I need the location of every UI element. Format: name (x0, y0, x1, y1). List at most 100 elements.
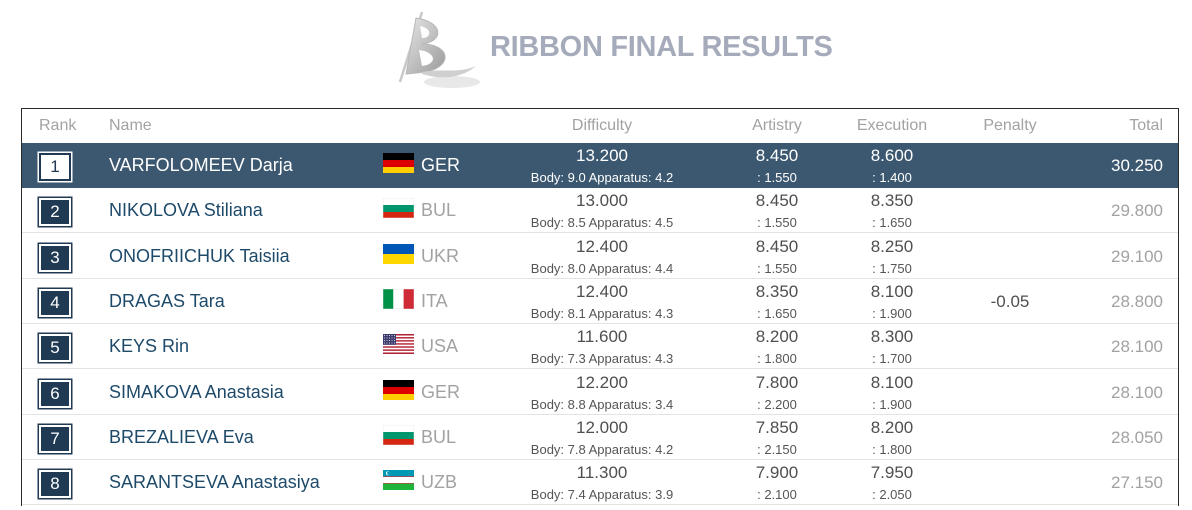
page-header: RIBBON FINAL RESULTS (0, 0, 1192, 100)
rank-badge: 2 (39, 198, 71, 227)
total-score: 28.100 (1111, 382, 1163, 402)
difficulty-score: 11.600 (576, 327, 628, 347)
total-score: 30.250 (1111, 156, 1163, 175)
uzbekistan-flag-icon (383, 470, 414, 491)
difficulty-detail: Body: 8.5 Apparatus: 4.5 (530, 215, 674, 231)
table-row[interactable]: 5 KEYS Rin USA 11.600 Body: 7.3 Apparatus: 4… (22, 324, 1178, 370)
artistry-score: 7.850 (755, 417, 799, 437)
artistry-detail: : 2.100 (757, 487, 797, 503)
difficulty-score: 12.400 (576, 281, 628, 301)
total-score: 28.100 (1111, 337, 1163, 357)
athlete-name[interactable]: DRAGAS Tara (109, 290, 225, 311)
column-header-artistry: Artistry (752, 117, 802, 134)
execution-detail: : 2.050 (872, 487, 912, 503)
execution-score: 7.950 (870, 463, 914, 483)
nation-code: GER (421, 155, 461, 175)
artistry-detail: : 1.550 (757, 170, 797, 185)
usa-flag-icon (383, 334, 414, 355)
athlete-name[interactable]: ONOFRIICHUK Taisiia (109, 245, 290, 266)
rank-badge: 3 (39, 243, 71, 272)
execution-score: 8.200 (870, 417, 914, 437)
athlete-name[interactable]: VARFOLOMEEV Darja (109, 155, 293, 175)
artistry-score: 7.800 (755, 372, 799, 392)
execution-detail: : 1.700 (872, 351, 912, 367)
difficulty-score: 11.300 (576, 463, 628, 483)
difficulty-detail: Body: 8.0 Apparatus: 4.4 (530, 260, 674, 276)
penalty-value (972, 188, 1048, 233)
execution-detail: : 1.750 (872, 260, 912, 276)
bulgaria-flag-icon (383, 424, 414, 445)
athlete-name[interactable]: BREZALIEVA Eva (109, 426, 254, 447)
execution-score: 8.250 (870, 236, 914, 256)
artistry-detail: : 2.150 (757, 441, 797, 457)
execution-score: 8.100 (870, 372, 914, 392)
nation-code: BUL (421, 426, 457, 447)
column-header-total: Total (1129, 117, 1163, 134)
athlete-name[interactable]: NIKOLOVA Stiliana (109, 200, 263, 221)
athlete-name[interactable]: KEYS Rin (109, 336, 190, 357)
artistry-score: 8.450 (755, 236, 799, 256)
rank-badge: 1 (39, 153, 71, 181)
total-score: 28.800 (1111, 291, 1163, 311)
total-score: 28.050 (1111, 427, 1163, 447)
table-row[interactable]: 1 VARFOLOMEEV Darja GER 13.200 Body: 9.0 App… (22, 143, 1178, 188)
difficulty-score: 13.200 (576, 146, 628, 165)
penalty-value (972, 234, 1048, 279)
rank-badge: 6 (39, 379, 71, 408)
difficulty-score: 12.400 (576, 236, 628, 256)
table-row[interactable]: 4 DRAGAS Tara ITA 12.400 Body: 8.1 Apparatus… (22, 279, 1178, 324)
nation-code: GER (421, 381, 461, 402)
penalty-value (972, 415, 1048, 460)
execution-detail: : 1.800 (872, 441, 912, 457)
difficulty-detail: Body: 9.0 Apparatus: 4.2 (530, 170, 674, 185)
ukraine-flag-icon (383, 243, 414, 264)
penalty-value: -0.05 (990, 291, 1030, 311)
execution-detail: : 1.650 (872, 215, 912, 231)
table-row[interactable]: 3 ONOFRIICHUK Taisiia UKR 12.400 Body: 8.0 A… (22, 234, 1178, 279)
execution-detail: : 1.900 (872, 305, 912, 321)
difficulty-detail: Body: 8.8 Apparatus: 3.4 (530, 396, 674, 412)
column-header-name: Name (109, 117, 152, 134)
difficulty-score: 13.000 (576, 191, 628, 211)
artistry-detail: : 1.550 (757, 260, 797, 276)
nation-code: UKR (421, 245, 460, 266)
execution-detail: : 1.400 (872, 170, 912, 185)
artistry-detail: : 2.200 (757, 396, 797, 412)
nation-code: BUL (421, 200, 457, 221)
rank-badge: 4 (39, 288, 71, 317)
total-score: 29.800 (1111, 201, 1163, 221)
table-row[interactable]: 7 BREZALIEVA Eva BUL 12.000 Body: 7.8 Appara… (22, 415, 1178, 460)
italy-flag-icon (383, 288, 414, 309)
table-row[interactable]: 2 NIKOLOVA Stiliana BUL 13.000 Body: 8.5 App… (22, 188, 1178, 234)
difficulty-score: 12.200 (576, 372, 628, 392)
penalty-value (972, 460, 1048, 505)
execution-score: 8.100 (870, 281, 914, 301)
athlete-name[interactable]: SIMAKOVA Anastasia (109, 381, 284, 402)
total-score: 29.100 (1111, 246, 1163, 266)
difficulty-detail: Body: 8.1 Apparatus: 4.3 (530, 305, 674, 321)
page-title: RIBBON FINAL RESULTS (490, 31, 833, 63)
nation-code: ITA (421, 290, 448, 311)
difficulty-detail: Body: 7.4 Apparatus: 3.9 (530, 487, 674, 503)
column-header-penalty: Penalty (983, 117, 1037, 134)
results-table: Rank Name Difficulty Artistry Execution … (21, 108, 1179, 506)
difficulty-score: 12.000 (576, 417, 628, 437)
column-header-rank: Rank (39, 117, 77, 134)
column-header-execution: Execution (856, 117, 928, 134)
artistry-detail: : 1.650 (757, 305, 797, 321)
germany-flag-icon (383, 153, 414, 173)
athlete-name[interactable]: SARANTSEVA Anastasiya (109, 472, 320, 493)
ribbon-b-logo-icon (392, 8, 484, 94)
germany-flag-icon (383, 379, 414, 400)
rank-badge: 8 (39, 470, 71, 499)
total-score: 27.150 (1111, 473, 1163, 493)
penalty-value (972, 143, 1048, 188)
artistry-detail: : 1.550 (757, 215, 797, 231)
difficulty-detail: Body: 7.8 Apparatus: 4.2 (530, 441, 674, 457)
table-row[interactable]: 6 SIMAKOVA Anastasia GER 12.200 Body: 8.8 Ap… (22, 370, 1178, 415)
nation-code: UZB (421, 472, 457, 493)
penalty-value (972, 324, 1048, 369)
nation-code: USA (421, 336, 459, 357)
table-row[interactable]: 8 SARANTSEVA Anastasiya UZB 11.300 Body: 7.4… (22, 460, 1178, 506)
